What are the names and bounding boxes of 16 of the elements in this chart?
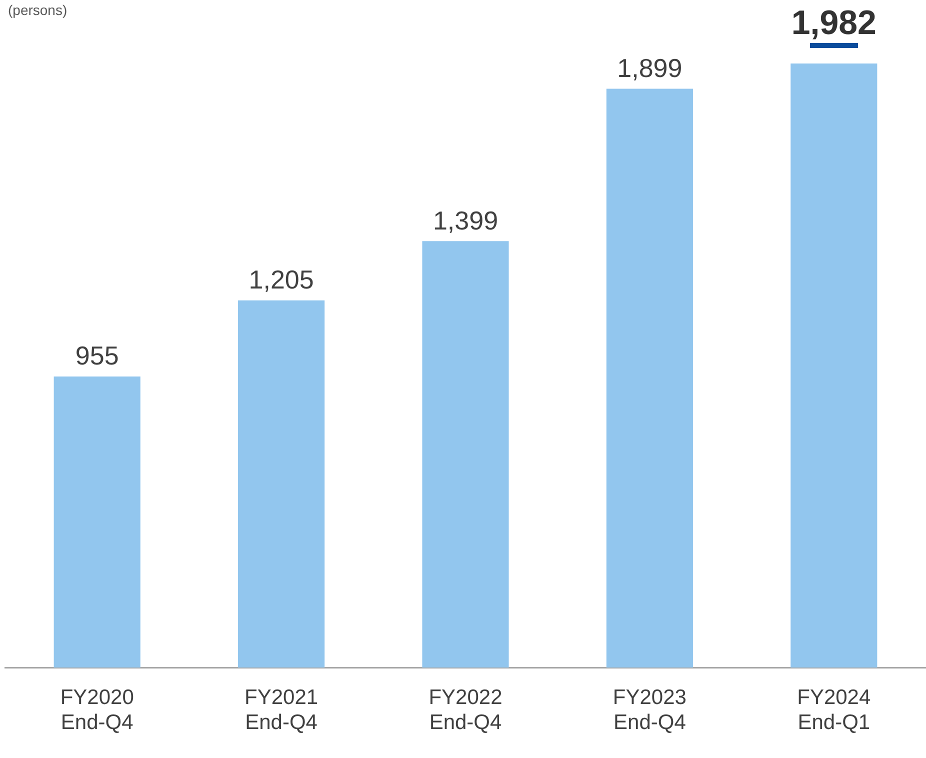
data-label: 955 <box>75 340 119 371</box>
data-label: 1,399 <box>432 205 498 236</box>
x-tick-label: FY2023 End-Q4 <box>612 686 686 734</box>
data-label: 1,899 <box>617 52 682 83</box>
x-tick-label: FY2020 End-Q4 <box>60 686 134 734</box>
x-tick-label: FY2022 End-Q4 <box>428 686 502 734</box>
bar <box>54 376 140 668</box>
bar <box>790 63 878 668</box>
data-label: 1,205 <box>248 264 314 294</box>
bar <box>606 88 693 668</box>
x-tick-label: FY2021 End-Q4 <box>244 686 318 734</box>
data-label: 1,982 <box>791 4 876 42</box>
bar <box>422 241 509 668</box>
bar <box>238 300 325 668</box>
x-tick-label: FY2024 End-Q1 <box>797 686 871 734</box>
y-axis-title: (persons) <box>8 2 68 18</box>
